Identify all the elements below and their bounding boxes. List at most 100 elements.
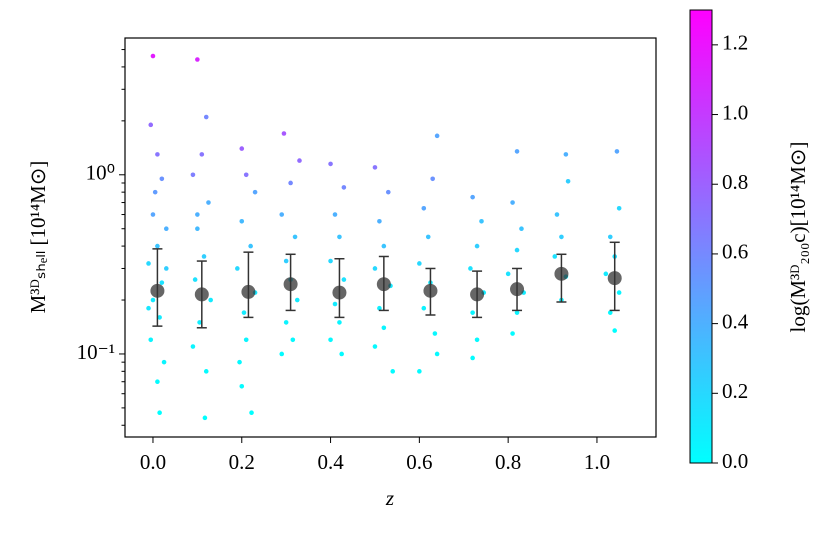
mean-point <box>423 283 438 298</box>
point <box>341 277 347 282</box>
point <box>390 369 396 374</box>
mean-point <box>332 285 347 300</box>
point <box>421 206 427 211</box>
x-tick-label: 1.0 <box>584 450 610 474</box>
point <box>563 152 569 157</box>
point <box>161 359 167 365</box>
mean-point <box>376 277 391 292</box>
mean-point <box>241 284 256 299</box>
point <box>328 161 333 167</box>
point <box>434 351 440 357</box>
point <box>195 57 200 62</box>
point <box>421 305 427 311</box>
x-axis-label: z <box>385 486 394 510</box>
colorbar-label: log(M³ᴰ₂₀₀c)[10¹⁴M⊙] <box>786 142 810 333</box>
point <box>479 219 484 224</box>
colorbar-tick-label: 0.6 <box>722 240 748 264</box>
point <box>614 149 620 154</box>
point <box>206 200 211 205</box>
point <box>328 337 333 343</box>
point <box>474 337 480 343</box>
point <box>155 152 160 157</box>
point <box>148 122 154 128</box>
point <box>208 297 213 303</box>
point <box>195 226 200 232</box>
point <box>202 415 208 421</box>
point <box>190 344 196 349</box>
colorbar <box>689 9 713 464</box>
mean-point <box>607 271 622 286</box>
point <box>432 331 438 336</box>
point <box>505 271 511 277</box>
colorbar-tick-label: 0.2 <box>722 379 748 403</box>
point <box>341 185 347 190</box>
point <box>603 271 609 277</box>
point <box>337 234 342 240</box>
point <box>290 337 296 343</box>
point <box>514 310 520 315</box>
point <box>150 212 156 217</box>
point <box>381 243 387 249</box>
colorbar-tick-label: 1.0 <box>722 100 748 124</box>
point <box>249 410 254 416</box>
mean-point <box>194 287 209 302</box>
point <box>514 247 520 253</box>
point <box>381 325 387 331</box>
mean-point <box>470 287 485 302</box>
point <box>607 234 613 240</box>
point <box>332 301 338 307</box>
point <box>243 337 249 343</box>
point <box>559 234 564 240</box>
point <box>470 355 475 361</box>
colorbar-tick-label: 0.4 <box>722 309 749 333</box>
point <box>163 266 169 271</box>
colorbar-tick-label: 1.2 <box>722 31 748 55</box>
point <box>148 337 154 343</box>
point <box>332 212 338 217</box>
y-tick-label: 10⁰ <box>86 161 115 185</box>
point <box>279 351 285 357</box>
point <box>239 146 245 151</box>
x-tick-label: 0.4 <box>317 450 344 474</box>
point <box>203 369 209 374</box>
point <box>297 158 302 163</box>
point <box>243 172 249 178</box>
point <box>377 305 382 311</box>
point <box>155 379 160 385</box>
mean-point <box>150 283 165 298</box>
y-axis-label: M³ᴰₛₕₑₗₗ [10¹⁴M⊙] <box>26 161 50 314</box>
point <box>239 383 245 389</box>
point <box>372 344 378 349</box>
point <box>241 310 247 315</box>
point <box>283 320 289 325</box>
point <box>514 149 520 154</box>
point <box>607 310 613 315</box>
point <box>203 114 209 120</box>
point <box>372 165 378 170</box>
mean-point <box>554 266 569 281</box>
point <box>510 331 515 336</box>
point <box>470 310 475 315</box>
point <box>235 266 240 271</box>
point <box>190 172 196 178</box>
plot-frame <box>124 37 657 438</box>
point <box>146 261 151 266</box>
point <box>434 133 440 139</box>
point <box>192 277 198 282</box>
point <box>616 290 622 295</box>
point <box>197 320 202 325</box>
point <box>163 226 169 232</box>
point <box>157 410 162 416</box>
point <box>252 189 258 195</box>
point <box>474 243 480 249</box>
point <box>328 258 333 264</box>
point <box>292 234 298 240</box>
point <box>152 189 158 195</box>
point <box>150 297 156 303</box>
x-tick-label: 0.6 <box>406 450 432 474</box>
point <box>510 200 515 205</box>
point <box>146 305 151 311</box>
point <box>159 176 165 182</box>
